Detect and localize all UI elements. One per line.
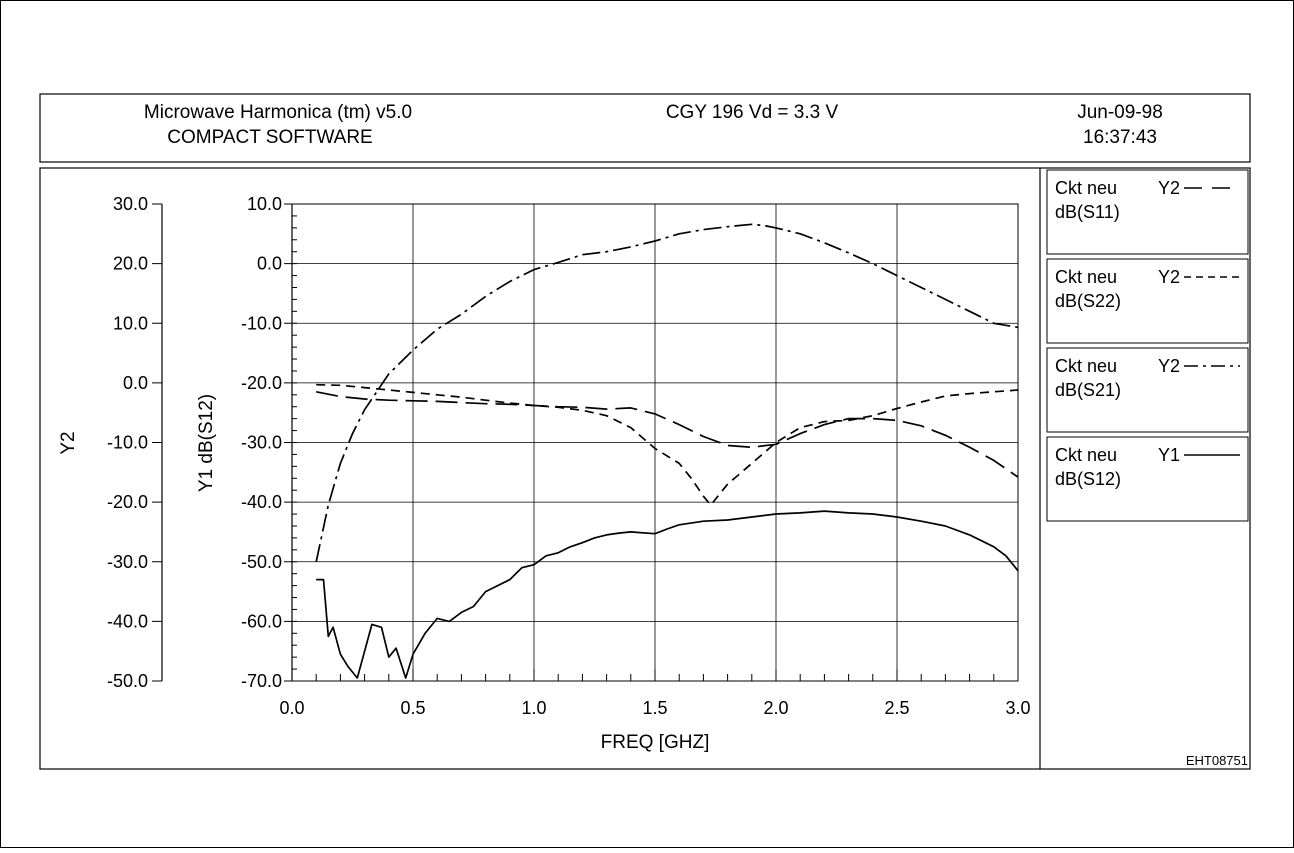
legend-axis: Y2 (1158, 178, 1180, 198)
legend-entry: Ckt neu Y1 dB(S12) (1046, 436, 1249, 522)
legend-measure: dB(S22) (1055, 291, 1121, 311)
header-box (39, 93, 1251, 163)
series-group (315, 223, 1019, 679)
legend-entry: Ckt neu Y2 dB(S21) (1046, 347, 1249, 433)
x-tick-label: 2.5 (884, 698, 909, 718)
axes: 0.0 0.5 1.0 1.5 2.0 2.5 3.0 -70.0 -60.0 -50.0 -40.… (107, 194, 1031, 718)
legend-box (1046, 258, 1249, 344)
software-name: Microwave Harmonica (tm) v5.0 (144, 102, 412, 123)
y2-tick-label: 20.0 (113, 254, 148, 274)
time-stamp: 16:37:43 (1083, 127, 1157, 148)
x-tick-label: 1.5 (642, 698, 667, 718)
y2-tick-label: 0.0 (123, 373, 148, 393)
legend-axis: Y1 (1158, 445, 1180, 465)
y1-tick-label: -50.0 (241, 552, 282, 572)
legend-circuit: Ckt neu (1055, 445, 1117, 465)
y2-tick-label: -50.0 (107, 671, 148, 691)
series-line-db-s12 (316, 510, 1019, 679)
legend-entry: Ckt neu Y2 dB(S11) (1046, 169, 1249, 255)
legend-box (1046, 436, 1249, 522)
figure-code: EHT08751 (1186, 753, 1248, 768)
legend: Ckt neu Y2 dB(S11) Ckt neu Y2 dB(S22) Ckt neu Y… (1046, 169, 1249, 522)
y2-tick-label: 30.0 (113, 194, 148, 214)
x-tick-label: 2.0 (763, 698, 788, 718)
y1-tick-label: -70.0 (241, 671, 282, 691)
legend-box (1046, 347, 1249, 433)
legend-measure: dB(S11) (1055, 202, 1120, 222)
plot-frame (39, 167, 1251, 770)
y1-axis-label: Y1 dB(S12) (196, 394, 217, 492)
legend-circuit: Ckt neu (1055, 356, 1117, 376)
x-tick-label: 0.5 (400, 698, 425, 718)
legend-measure: dB(S21) (1055, 380, 1121, 400)
x-tick-label: 1.0 (521, 698, 546, 718)
y2-axis-label: Y2 (58, 431, 79, 454)
y1-tick-label: -10.0 (241, 313, 282, 333)
legend-circuit: Ckt neu (1055, 267, 1117, 287)
y1-tick-label: -60.0 (241, 611, 282, 631)
y1-tick-label: 10.0 (247, 194, 282, 214)
y1-tick-label: -30.0 (241, 433, 282, 453)
y1-tick-label: -40.0 (241, 492, 282, 512)
y1-tick-label: -20.0 (241, 373, 282, 393)
y1-tick-label: 0.0 (257, 254, 282, 274)
legend-box (1046, 169, 1249, 255)
x-tick-label: 3.0 (1005, 698, 1030, 718)
y2-tick-label: -20.0 (107, 492, 148, 512)
grid (291, 203, 1019, 682)
legend-entry: Ckt neu Y2 dB(S22) (1046, 258, 1249, 344)
y2-tick-label: -40.0 (107, 611, 148, 631)
x-tick-label: 0.0 (279, 698, 304, 718)
legend-axis: Y2 (1158, 267, 1180, 287)
y2-tick-label: 10.0 (113, 313, 148, 333)
date-stamp: Jun-09-98 (1077, 102, 1163, 123)
x-axis-label: FREQ [GHZ] (601, 732, 710, 753)
legend-circuit: Ckt neu (1055, 178, 1117, 198)
chart-title: CGY 196 Vd = 3.3 V (666, 102, 839, 123)
series-line-db-s21 (315, 223, 1019, 562)
y2-tick-label: -10.0 (107, 433, 148, 453)
legend-axis: Y2 (1158, 356, 1180, 376)
company-name: COMPACT SOFTWARE (167, 127, 372, 148)
y2-tick-label: -30.0 (107, 552, 148, 572)
legend-measure: dB(S12) (1055, 469, 1121, 489)
series-line-db-s22 (316, 383, 1019, 506)
